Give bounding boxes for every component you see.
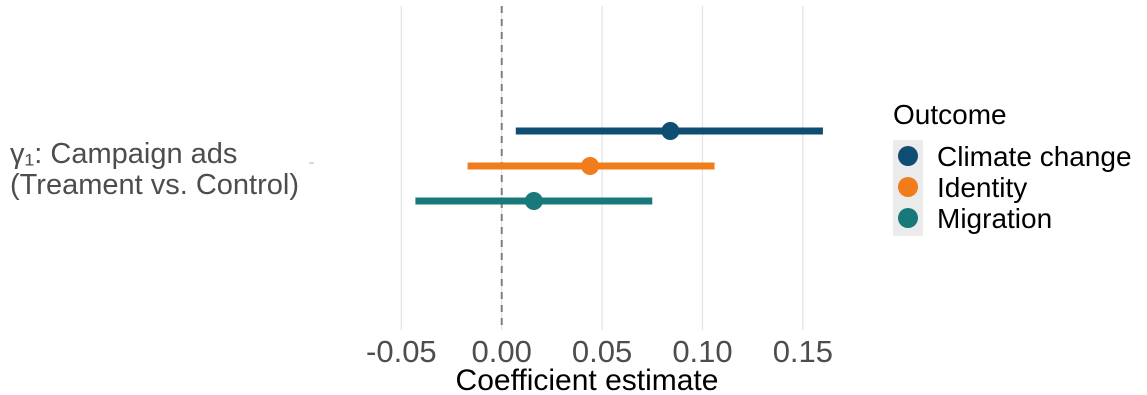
legend-label: Identity — [937, 172, 1027, 203]
y-label-line-2: (Treament vs. Control) — [10, 169, 299, 201]
point-estimate — [581, 157, 600, 175]
x-tick-label: 0.15 — [773, 334, 833, 369]
x-axis-title: Coefficient estimate — [456, 364, 719, 395]
point-estimate — [524, 192, 543, 210]
x-tick-label: -0.05 — [366, 334, 437, 369]
y-label-line-1: γ₁: Campaign ads — [10, 138, 237, 170]
legend-label: Climate change — [937, 141, 1132, 172]
legend-key — [898, 208, 918, 228]
x-axis-ticks: -0.05 0.00 0.05 0.10 0.15 — [366, 334, 833, 369]
series-layer — [415, 122, 823, 210]
x-tick-label: 0.05 — [572, 334, 632, 369]
legend-label: Migration — [937, 203, 1052, 234]
legend-key — [898, 177, 918, 197]
legend-title: Outcome — [893, 99, 1007, 130]
point-estimate — [661, 122, 680, 140]
x-tick-label: 0.00 — [472, 334, 532, 369]
x-tick-label: 0.10 — [672, 334, 732, 369]
legend-key — [898, 146, 918, 166]
